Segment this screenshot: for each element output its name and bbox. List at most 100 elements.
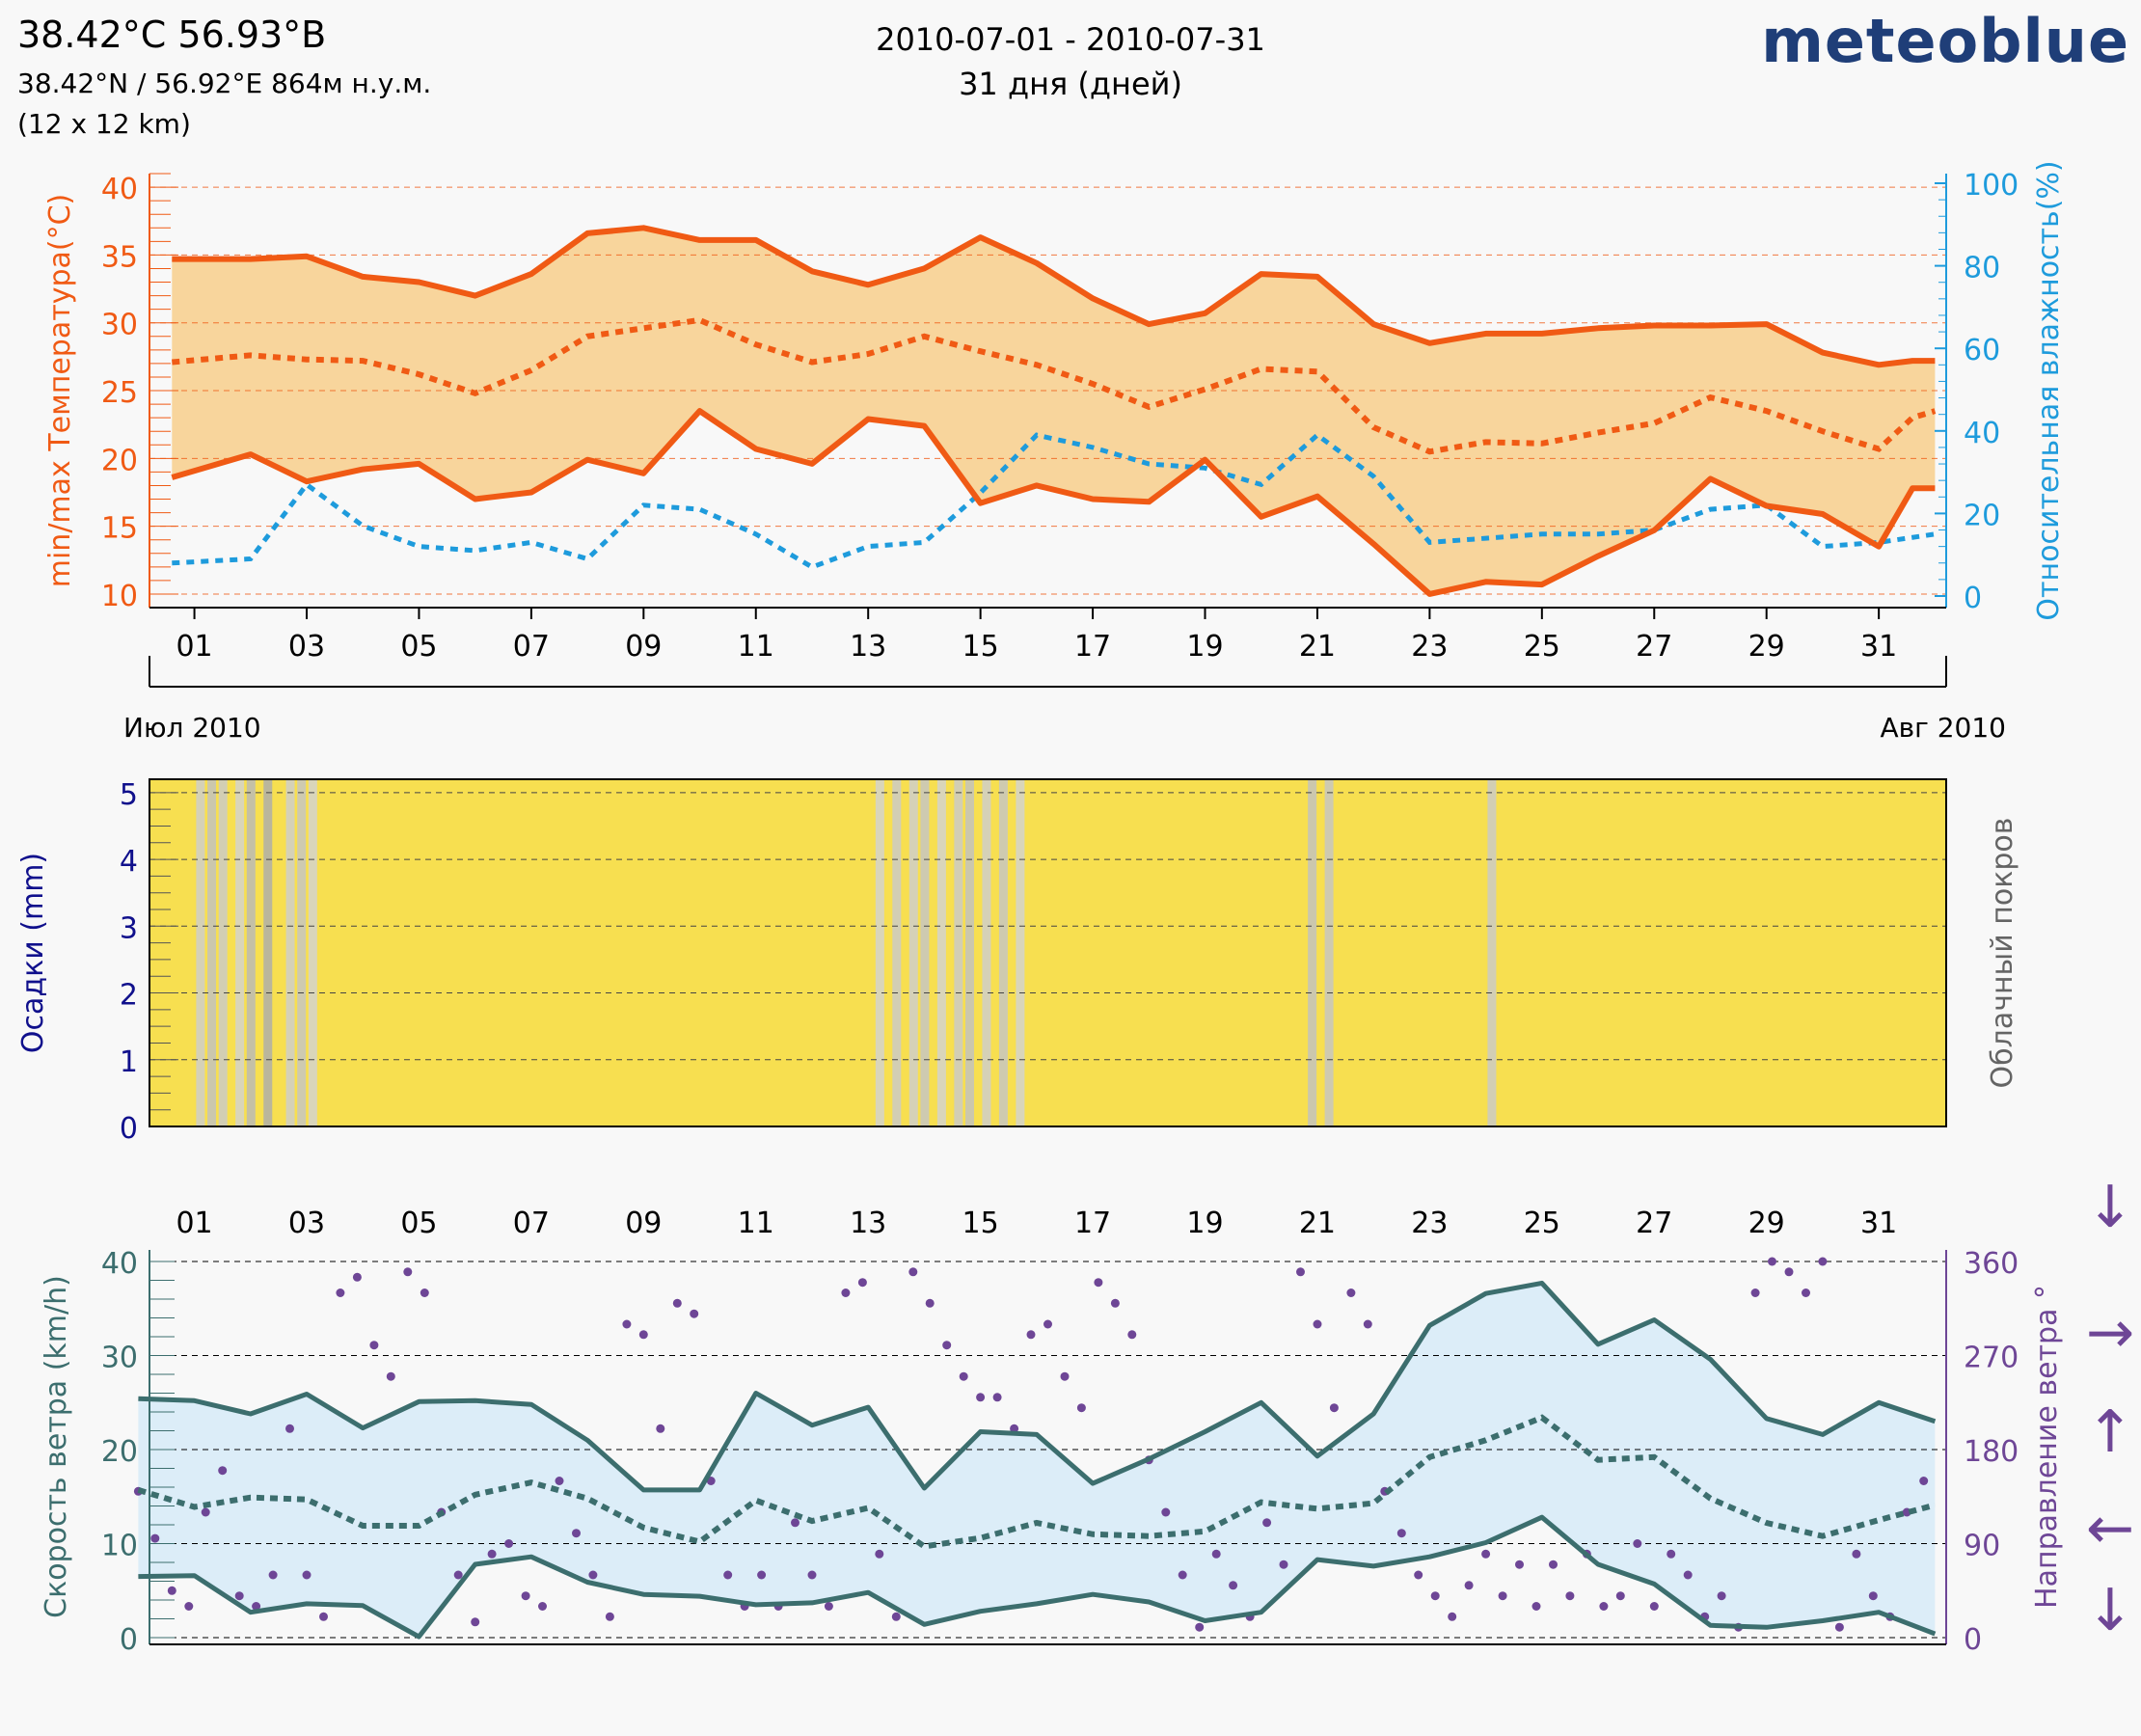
wind-direction-point <box>1834 1622 1844 1632</box>
wind-direction-point <box>538 1602 547 1611</box>
direction-tick-label: 270 <box>1964 1342 2019 1375</box>
day-tick-label: 27 <box>1636 630 1672 664</box>
temp-tick-label: 15 <box>101 512 138 546</box>
wind-direction-point <box>268 1570 278 1580</box>
wind-direction-point <box>471 1617 480 1627</box>
wind-direction-point <box>1026 1330 1036 1340</box>
cloud-cover-bar <box>1324 779 1334 1126</box>
precip-tick-label: 3 <box>120 911 138 945</box>
wind-direction-point <box>757 1570 767 1580</box>
month-label-start: Июл 2010 <box>123 712 261 744</box>
cloud-cover-bar <box>297 779 307 1126</box>
cloud-axis-title: Облачный покров <box>1986 818 2019 1089</box>
direction-axis-title: Направление ветра ° <box>2030 1285 2064 1609</box>
wind-direction-point <box>959 1371 968 1381</box>
temp-tick-label: 25 <box>101 376 138 410</box>
location-title: 38.42°C 56.93°В <box>17 14 327 56</box>
direction-arrow-icon: ↓ <box>2086 1577 2134 1644</box>
wind-direction-point <box>588 1570 598 1580</box>
wind-direction-point <box>942 1341 952 1350</box>
humidity-tick-label: 80 <box>1964 252 2000 285</box>
day-tick-label: 29 <box>1748 630 1785 664</box>
wind-day-tick-label: 15 <box>962 1207 999 1240</box>
wind-direction-point <box>572 1529 581 1538</box>
wind-direction-point <box>336 1288 345 1297</box>
wind-day-tick-label: 29 <box>1748 1207 1785 1240</box>
cloud-cover-bar <box>892 779 902 1126</box>
temp-tick-label: 30 <box>101 309 138 342</box>
direction-arrow-icon: ← <box>2086 1495 2134 1562</box>
wind-direction-point <box>1313 1319 1322 1329</box>
temp-range-band <box>172 228 1936 594</box>
day-tick-label: 05 <box>400 630 437 664</box>
cloud-cover-bar <box>196 779 205 1126</box>
mean-temp-line <box>172 316 1937 455</box>
cloud-cover-bar <box>998 779 1008 1126</box>
direction-tick-label: 90 <box>1964 1530 2000 1563</box>
wind-direction-point <box>1868 1591 1878 1601</box>
wind-direction-point <box>420 1288 429 1297</box>
day-tick-label: 19 <box>1186 630 1223 664</box>
humidity-tick-label: 100 <box>1964 169 2019 203</box>
cloud-cover-bar <box>982 779 991 1126</box>
day-tick-label: 07 <box>513 630 550 664</box>
month-label-end: Авг 2010 <box>1880 712 2006 744</box>
day-tick-label: 21 <box>1299 630 1336 664</box>
wind-direction-point <box>908 1267 918 1277</box>
wind-tick-label: 10 <box>101 1530 138 1563</box>
wind-direction-point <box>807 1570 817 1580</box>
wind-direction-point <box>690 1309 699 1318</box>
max-temp-line <box>172 225 1936 368</box>
wind-direction-point <box>521 1591 530 1601</box>
wind-direction-point <box>1599 1602 1609 1611</box>
wind-direction-point <box>218 1466 228 1476</box>
wind-direction-point <box>1346 1288 1356 1297</box>
temp-tick-label: 10 <box>101 580 138 613</box>
temp-tick-label: 35 <box>101 240 138 274</box>
wind-direction-point <box>352 1272 362 1282</box>
wind-direction-point <box>1802 1288 1810 1297</box>
wind-day-tick-label: 31 <box>1860 1207 1897 1240</box>
wind-direction-point <box>791 1518 799 1528</box>
wind-day-tick-label: 21 <box>1299 1207 1336 1240</box>
cloud-cover-bar <box>936 779 946 1126</box>
wind-day-tick-label: 01 <box>176 1207 212 1240</box>
grid-resolution: (12 x 12 km) <box>17 108 191 140</box>
wind-direction-point <box>234 1591 244 1601</box>
date-range: 2010-07-01 - 2010-07-31 <box>876 21 1265 58</box>
wind-day-tick-label: 19 <box>1186 1207 1223 1240</box>
cloud-cover-bar <box>285 779 295 1126</box>
wind-direction-point <box>1414 1570 1423 1580</box>
wind-direction-point <box>992 1393 1002 1402</box>
precip-tick-label: 2 <box>120 979 138 1013</box>
cloud-cover-bar <box>954 779 963 1126</box>
cloud-cover-bar <box>263 779 273 1126</box>
wind-direction-point <box>1633 1539 1642 1548</box>
direction-tick-label: 360 <box>1964 1247 2019 1281</box>
wind-direction-point <box>453 1570 463 1580</box>
wind-direction-point <box>1615 1591 1625 1601</box>
wind-tick-label: 0 <box>120 1623 138 1657</box>
day-tick-label: 17 <box>1074 630 1111 664</box>
wind-direction-point <box>1279 1560 1288 1569</box>
wind-direction-point <box>891 1612 901 1621</box>
wind-direction-point <box>1127 1330 1137 1340</box>
day-tick-label: 15 <box>962 630 999 664</box>
wind-direction-point <box>1919 1477 1929 1485</box>
day-tick-label: 01 <box>176 630 212 664</box>
wind-axis-title: Скорость ветра (km/h) <box>40 1275 73 1618</box>
wind-direction-point <box>976 1393 986 1402</box>
wind-direction-point <box>1750 1288 1760 1297</box>
wind-direction-point <box>1094 1278 1103 1288</box>
wind-direction-point <box>824 1602 833 1611</box>
wind-day-tick-label: 23 <box>1411 1207 1448 1240</box>
wind-tick-label: 20 <box>101 1435 138 1469</box>
wind-day-tick-label: 11 <box>738 1207 774 1240</box>
cloud-cover-bar <box>1308 779 1317 1126</box>
day-count: 31 дня (дней) <box>959 66 1182 102</box>
day-tick-label: 31 <box>1860 630 1897 664</box>
temp-axis-title: min/max Температура(°C) <box>43 194 77 588</box>
precip-frame <box>149 778 1947 1127</box>
wind-direction-point <box>167 1586 176 1595</box>
